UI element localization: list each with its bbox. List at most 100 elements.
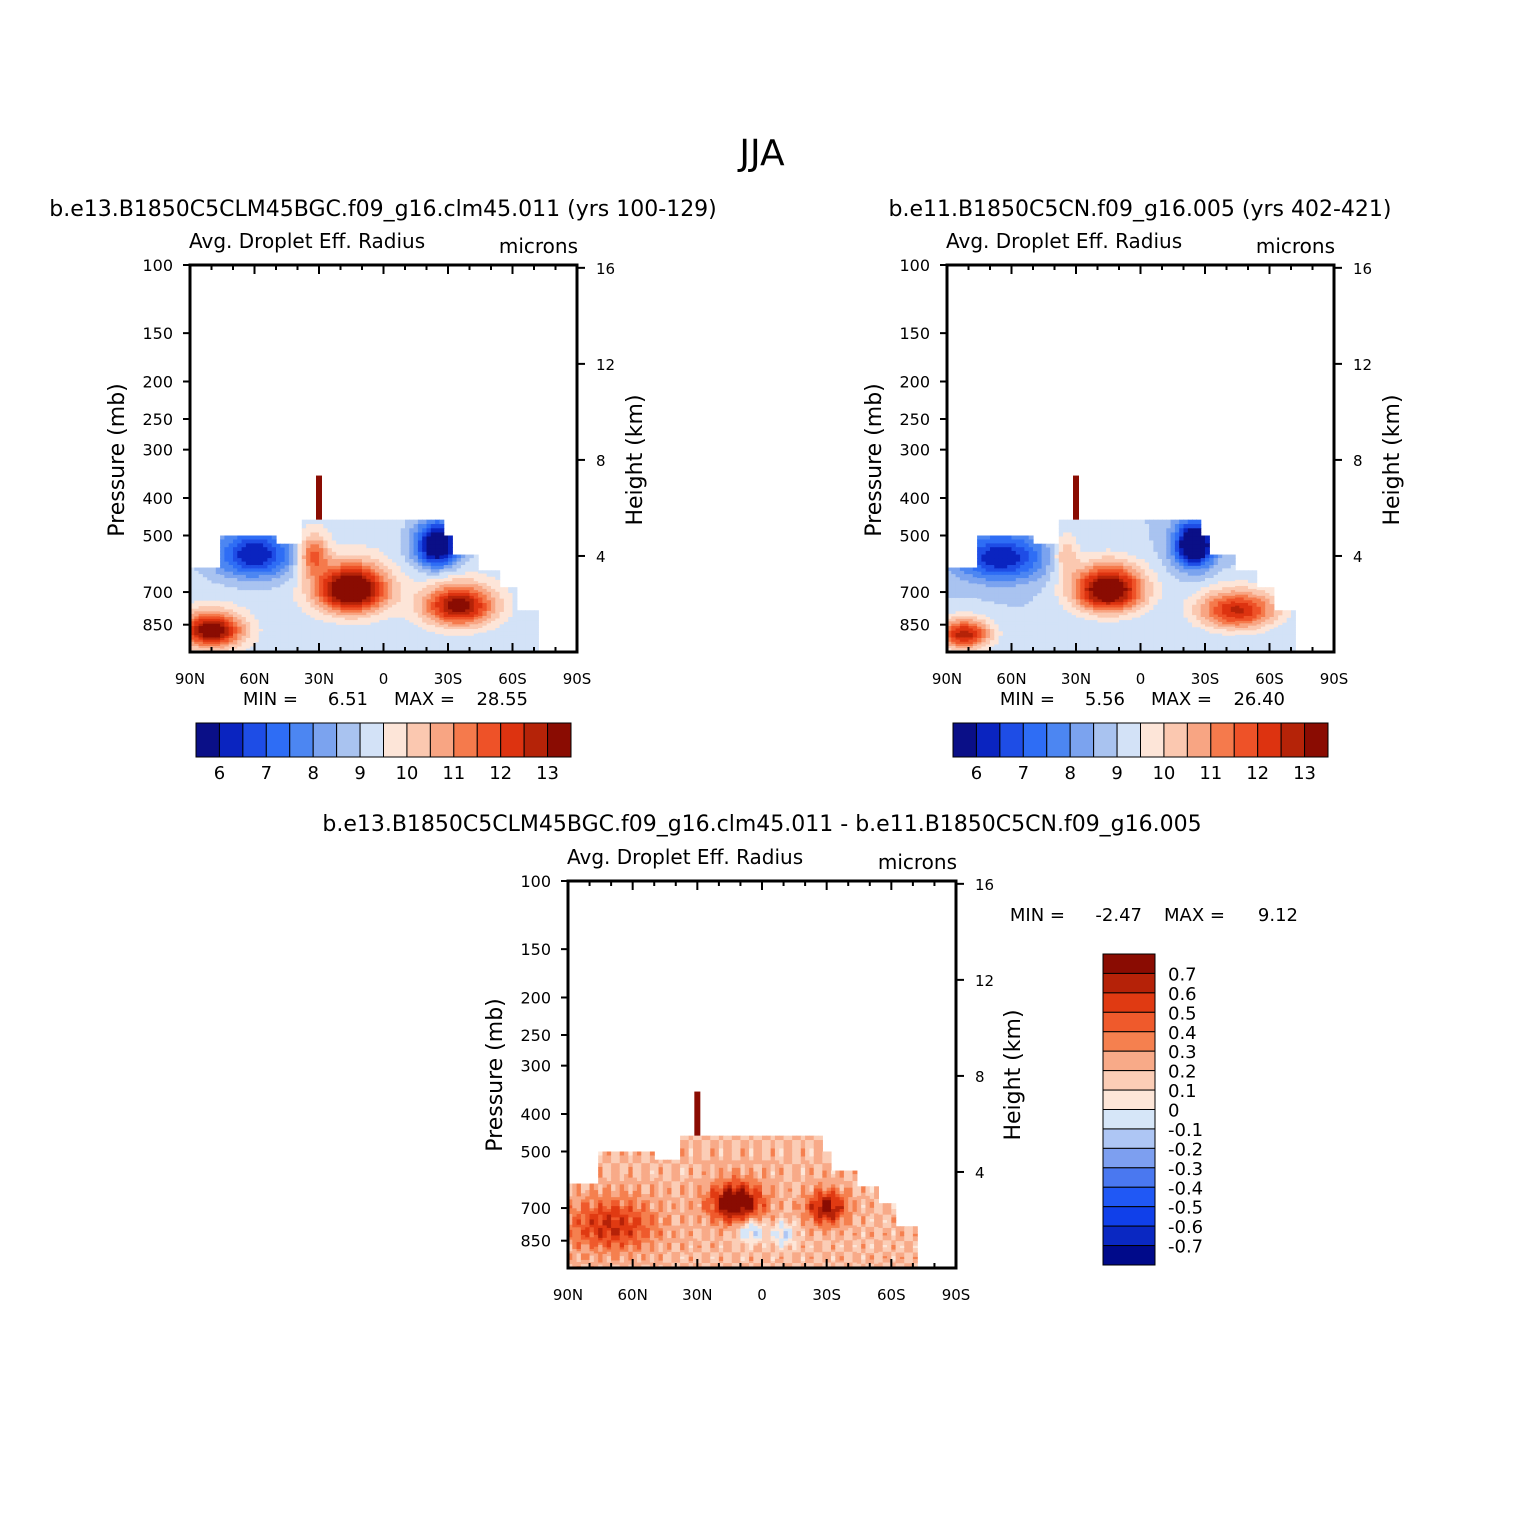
contour-cell <box>336 581 342 586</box>
contour-cell <box>383 634 389 637</box>
contour-cell <box>435 640 440 644</box>
contour-cell <box>387 575 393 580</box>
contour-cell <box>387 532 393 538</box>
contour-cell <box>366 581 372 586</box>
contour-cell <box>310 519 316 525</box>
contour-cell <box>1002 561 1008 566</box>
contour-cell <box>1045 581 1051 586</box>
contour-cell <box>1050 633 1056 637</box>
contour-cell <box>1084 622 1090 626</box>
contour-cell <box>499 604 505 608</box>
contour-cell <box>327 551 333 557</box>
contour-cell <box>985 621 991 625</box>
contour-cell <box>990 604 995 608</box>
contour-cell <box>228 648 234 652</box>
contour-cell <box>951 611 957 615</box>
contour-cell <box>525 647 531 650</box>
contour-cell <box>310 599 316 603</box>
contour-cell <box>1058 638 1064 642</box>
contour-cell <box>340 565 346 570</box>
contour-cell <box>297 561 303 566</box>
contour-cell <box>396 627 402 631</box>
contour-cell <box>1119 551 1124 557</box>
contour-cell <box>357 532 363 538</box>
contour-cell <box>985 554 991 559</box>
contour-cell <box>1101 581 1107 586</box>
contour-cell <box>495 591 501 596</box>
contour-cell <box>955 583 961 588</box>
contour-cell <box>387 584 393 589</box>
contour-cell <box>379 569 385 574</box>
contour-cell <box>959 630 965 634</box>
contour-cell <box>951 616 957 620</box>
contour-cell <box>1080 604 1086 609</box>
contour-cell <box>340 636 346 640</box>
contour-cell <box>220 593 225 597</box>
contour-cell <box>314 620 320 624</box>
contour-cell <box>499 637 505 641</box>
contour-cell <box>981 617 987 621</box>
contour-cell <box>1058 644 1064 648</box>
contour-cell <box>1028 642 1034 646</box>
contour-cell <box>460 558 466 563</box>
contour-cell <box>331 610 337 614</box>
contour-cell <box>448 606 453 610</box>
contour-cell <box>482 570 488 575</box>
contour-cell <box>529 634 535 638</box>
contour-cell <box>1041 626 1047 630</box>
contour-cell <box>327 584 333 589</box>
contour-cell <box>383 602 389 606</box>
contour-cell <box>370 649 376 652</box>
contour-cell <box>211 639 217 643</box>
contour-cell <box>344 565 350 570</box>
contour-cell <box>422 627 428 631</box>
contour-cell <box>344 640 350 644</box>
contour-cell <box>1015 648 1021 652</box>
contour-cell <box>336 627 342 631</box>
contour-cell <box>323 649 329 652</box>
contour-cell <box>430 524 436 529</box>
contour-cell <box>1033 554 1038 560</box>
contour-cell <box>452 571 458 576</box>
contour-cell <box>1058 620 1064 624</box>
contour-cell <box>392 548 397 553</box>
contour-cell <box>314 602 320 606</box>
contour-cell <box>1106 555 1111 560</box>
contour-cell <box>340 558 346 564</box>
contour-cell <box>1037 642 1043 646</box>
contour-cell <box>215 630 221 634</box>
contour-cell <box>994 595 1000 600</box>
contour-cell <box>1050 646 1056 650</box>
contour-cell <box>1002 565 1008 569</box>
contour-cell <box>349 644 354 648</box>
contour-cell <box>1011 619 1017 623</box>
contour-cell <box>323 631 329 635</box>
contour-cell <box>405 575 410 580</box>
contour-cell <box>1097 629 1103 633</box>
contour-cell <box>985 593 991 597</box>
contour-cell <box>392 536 397 542</box>
contour-cell <box>1106 604 1111 609</box>
contour-cell <box>405 642 410 646</box>
contour-cell <box>190 641 195 645</box>
contour-cell <box>271 561 277 566</box>
contour-cell <box>284 561 290 566</box>
contour-cell <box>1067 584 1073 589</box>
contour-cell <box>955 570 961 575</box>
contour-cell <box>985 565 991 569</box>
contour-cell <box>344 596 350 600</box>
contour-cell <box>452 621 458 625</box>
contour-cell <box>323 644 329 648</box>
contour-cell <box>396 584 402 589</box>
contour-cell <box>1071 607 1077 611</box>
contour-cell <box>276 551 281 556</box>
contour-cell <box>241 640 247 643</box>
contour-cell <box>1028 617 1034 621</box>
contour-cell <box>998 593 1004 597</box>
contour-cell <box>245 611 251 616</box>
contour-cell <box>233 601 238 605</box>
contour-cell <box>1037 568 1043 573</box>
contour-cell <box>959 643 965 647</box>
contour-cell <box>207 621 213 625</box>
contour-cell <box>435 593 440 598</box>
